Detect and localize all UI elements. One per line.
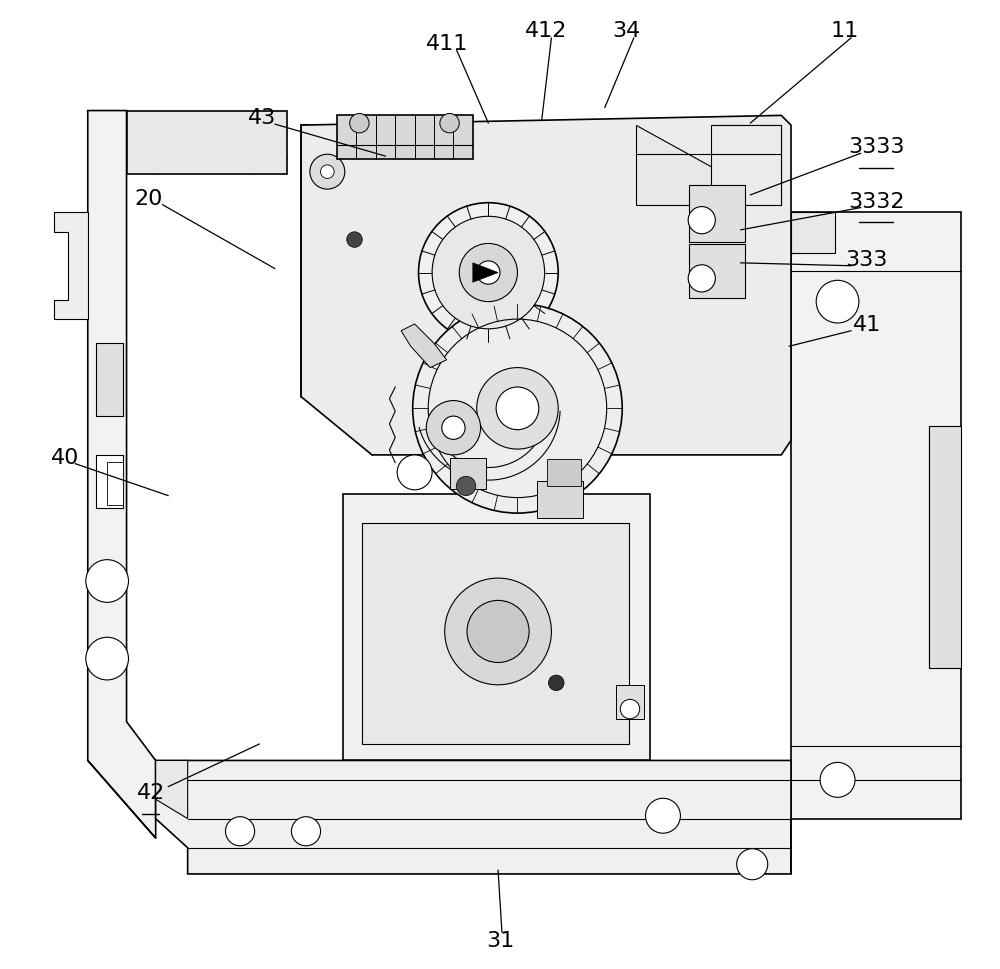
- Bar: [96, 455, 123, 509]
- Circle shape: [477, 368, 558, 450]
- Text: 31: 31: [486, 930, 514, 950]
- Circle shape: [310, 155, 345, 190]
- Circle shape: [496, 388, 539, 430]
- Circle shape: [413, 304, 622, 514]
- Text: 411: 411: [425, 34, 468, 53]
- Circle shape: [321, 166, 334, 179]
- Bar: [362, 523, 629, 744]
- Circle shape: [440, 114, 459, 134]
- Circle shape: [347, 233, 362, 248]
- Text: 40: 40: [51, 448, 80, 467]
- Polygon shape: [54, 213, 88, 320]
- Circle shape: [456, 477, 476, 496]
- Circle shape: [548, 675, 564, 691]
- Circle shape: [86, 638, 128, 680]
- Circle shape: [225, 817, 255, 846]
- Polygon shape: [156, 761, 791, 874]
- Polygon shape: [791, 213, 835, 254]
- Circle shape: [688, 207, 715, 234]
- Circle shape: [737, 849, 768, 880]
- Polygon shape: [473, 264, 498, 283]
- Bar: [450, 458, 486, 489]
- Polygon shape: [301, 116, 791, 455]
- Text: 333: 333: [845, 250, 888, 269]
- Text: 41: 41: [853, 315, 881, 334]
- Bar: [537, 482, 583, 518]
- Polygon shape: [88, 111, 156, 838]
- Text: 43: 43: [248, 109, 276, 128]
- Polygon shape: [711, 126, 781, 205]
- Polygon shape: [636, 126, 781, 205]
- Circle shape: [426, 401, 481, 455]
- Circle shape: [432, 217, 545, 329]
- Bar: [547, 459, 581, 486]
- Circle shape: [646, 798, 680, 833]
- Circle shape: [477, 262, 500, 285]
- Text: 412: 412: [525, 21, 568, 41]
- Polygon shape: [791, 213, 961, 819]
- Polygon shape: [156, 761, 188, 819]
- Circle shape: [445, 578, 551, 685]
- Text: 34: 34: [612, 21, 640, 41]
- Polygon shape: [127, 111, 287, 174]
- Circle shape: [397, 455, 432, 490]
- Circle shape: [620, 700, 640, 719]
- Polygon shape: [401, 325, 447, 368]
- Circle shape: [86, 560, 128, 603]
- Circle shape: [820, 763, 855, 797]
- Circle shape: [350, 114, 369, 134]
- Bar: [96, 344, 123, 417]
- Circle shape: [291, 817, 321, 846]
- Bar: [689, 245, 745, 298]
- Polygon shape: [343, 494, 650, 761]
- Text: 42: 42: [137, 783, 165, 802]
- Polygon shape: [337, 116, 473, 160]
- Polygon shape: [929, 426, 961, 669]
- Circle shape: [816, 281, 859, 324]
- Circle shape: [467, 601, 529, 663]
- Text: 11: 11: [830, 21, 858, 41]
- Circle shape: [688, 266, 715, 293]
- Bar: [107, 462, 123, 506]
- Text: 3333: 3333: [848, 138, 905, 157]
- Circle shape: [459, 244, 517, 302]
- Text: 20: 20: [135, 189, 163, 208]
- Bar: [616, 685, 644, 719]
- Bar: [689, 186, 745, 242]
- Text: 3332: 3332: [848, 192, 905, 211]
- Circle shape: [442, 417, 465, 440]
- Circle shape: [419, 203, 558, 343]
